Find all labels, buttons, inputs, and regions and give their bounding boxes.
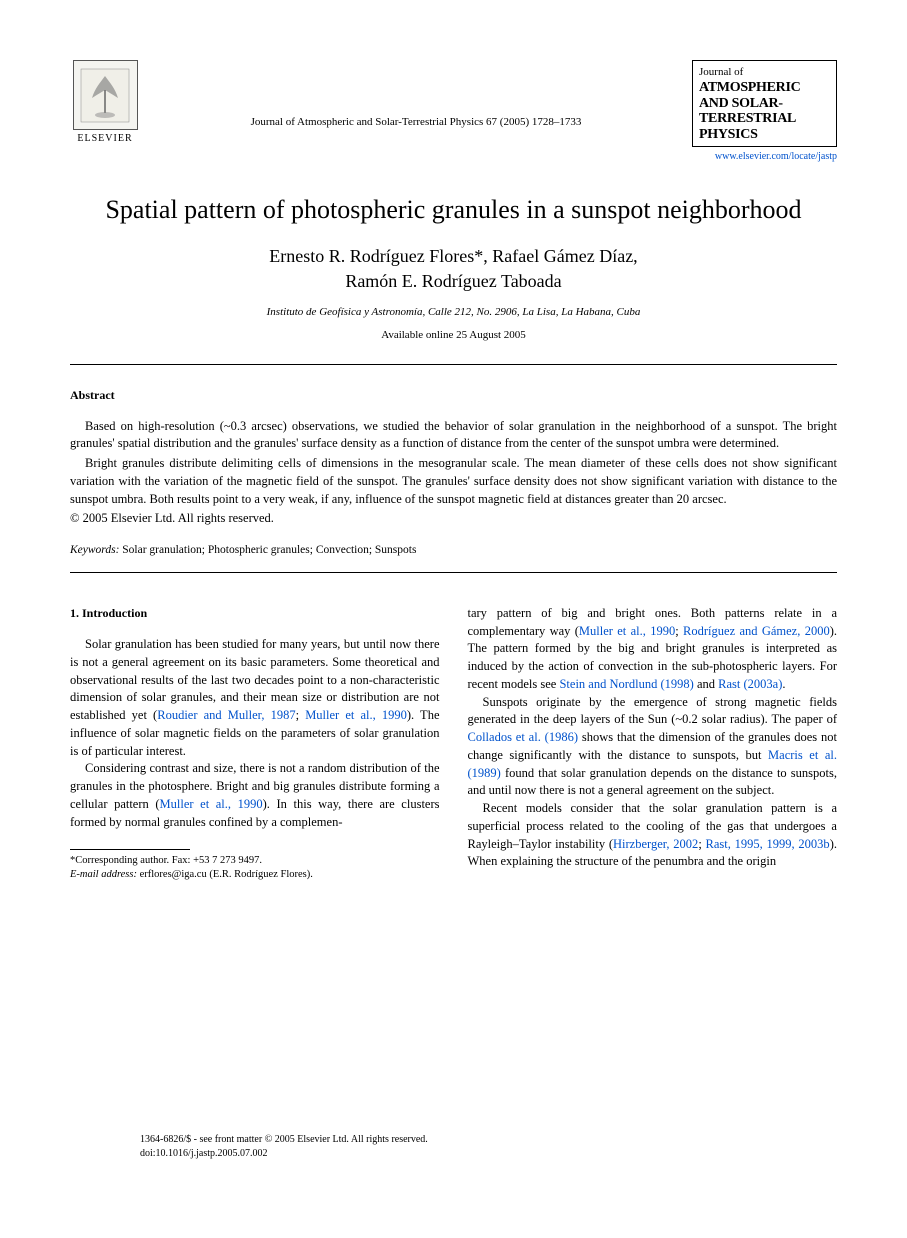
journal-title-box: Journal of ATMOSPHERIC AND SOLAR-TERREST…	[692, 60, 837, 147]
available-online: Available online 25 August 2005	[70, 328, 837, 343]
abstract-p1: Based on high-resolution (~0.3 arcsec) o…	[70, 418, 837, 454]
abstract-heading: Abstract	[70, 387, 837, 404]
corresponding-author: *Corresponding author. Fax: +53 7 273 94…	[70, 854, 440, 868]
intro-p1: Solar granulation has been studied for m…	[70, 636, 440, 760]
citation[interactable]: Rodríguez and Gámez, 2000	[683, 624, 830, 638]
citation[interactable]: Rast, 1995, 1999, 2003b	[706, 837, 830, 851]
keywords-text: Solar granulation; Photospheric granules…	[119, 544, 416, 556]
elsevier-tree-icon	[73, 60, 138, 130]
authors: Ernesto R. Rodríguez Flores*, Rafael Gám…	[70, 244, 837, 293]
rule-bottom	[70, 572, 837, 573]
citation[interactable]: Collados et al. (1986)	[468, 730, 579, 744]
keywords-line: Keywords: Solar granulation; Photospheri…	[70, 542, 837, 558]
abstract-p2: Bright granules distribute delimiting ce…	[70, 455, 837, 508]
affiliation: Instituto de Geofísica y Astronomía, Cal…	[70, 305, 837, 320]
rp3-b: ;	[698, 837, 705, 851]
authors-line2: Ramón E. Rodríguez Taboada	[345, 271, 561, 291]
section-1-heading: 1. Introduction	[70, 605, 440, 622]
intro-p2: Considering contrast and size, there is …	[70, 760, 440, 831]
journal-box-line2: ATMOSPHERIC AND SOLAR-TERRESTRIAL PHYSIC…	[699, 80, 830, 142]
header-row: ELSEVIER Journal of Atmospheric and Sola…	[70, 60, 837, 164]
footer-front-matter: 1364-6826/$ - see front matter © 2005 El…	[140, 1133, 428, 1147]
intro-p2-cont: tary pattern of big and bright ones. Bot…	[468, 605, 838, 694]
journal-brand-column: Journal of ATMOSPHERIC AND SOLAR-TERREST…	[692, 60, 837, 164]
keywords-label: Keywords:	[70, 544, 119, 556]
citation[interactable]: Stein and Nordlund (1998)	[559, 677, 693, 691]
publisher-block: ELSEVIER	[70, 60, 140, 146]
rp1-e: .	[782, 677, 785, 691]
intro-p4: Recent models consider that the solar gr…	[468, 800, 838, 871]
rp1-d: and	[694, 677, 718, 691]
footnote-separator	[70, 849, 190, 850]
footnote-email-line: E-mail address: erflores@iga.cu (E.R. Ro…	[70, 868, 440, 882]
abstract-copyright: © 2005 Elsevier Ltd. All rights reserved…	[70, 510, 837, 528]
article-title: Spatial pattern of photospheric granules…	[70, 194, 837, 227]
rp2-c: found that solar granulation depends on …	[468, 766, 838, 798]
rule-top	[70, 364, 837, 365]
intro-p3: Sunspots originate by the emergence of s…	[468, 694, 838, 801]
journal-url[interactable]: www.elsevier.com/locate/jastp	[715, 150, 837, 164]
journal-reference: Journal of Atmospheric and Solar-Terrest…	[140, 60, 692, 130]
rp2-a: Sunspots originate by the emergence of s…	[468, 695, 838, 727]
footer-block: 1364-6826/$ - see front matter © 2005 El…	[140, 1133, 428, 1160]
citation[interactable]: Hirzberger, 2002	[613, 837, 698, 851]
elsevier-label: ELSEVIER	[77, 132, 132, 146]
authors-line1: Ernesto R. Rodríguez Flores*, Rafael Gám…	[269, 246, 637, 266]
email-address[interactable]: erflores@iga.cu (E.R. Rodríguez Flores).	[137, 869, 313, 880]
column-right: tary pattern of big and bright ones. Bot…	[468, 605, 838, 883]
citation[interactable]: Roudier and Muller, 1987	[157, 708, 295, 722]
footnote-block: *Corresponding author. Fax: +53 7 273 94…	[70, 854, 440, 882]
footer-doi: doi:10.1016/j.jastp.2005.07.002	[140, 1147, 428, 1161]
citation[interactable]: Muller et al., 1990	[160, 797, 263, 811]
citation[interactable]: Muller et al., 1990	[579, 624, 675, 638]
rp1-b: ;	[675, 624, 683, 638]
journal-box-line1: Journal of	[699, 65, 830, 80]
body-columns: 1. Introduction Solar granulation has be…	[70, 605, 837, 883]
p1-text-b: ;	[296, 708, 306, 722]
column-left: 1. Introduction Solar granulation has be…	[70, 605, 440, 883]
email-label: E-mail address:	[70, 869, 137, 880]
citation[interactable]: Rast (2003a)	[718, 677, 782, 691]
citation[interactable]: Muller et al., 1990	[305, 708, 407, 722]
